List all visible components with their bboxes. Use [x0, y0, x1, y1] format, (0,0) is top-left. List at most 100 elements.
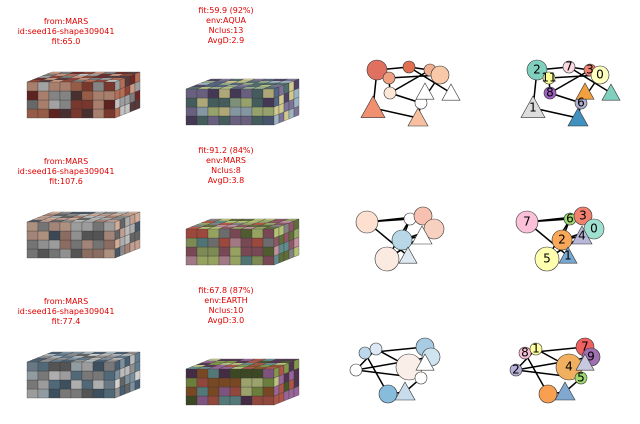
voxel-front [59, 388, 72, 399]
voxel-front [48, 221, 61, 232]
voxel-side [273, 366, 280, 379]
cluster-label: 1 [532, 342, 540, 356]
voxel-front [229, 237, 242, 248]
cluster-graph [360, 59, 461, 127]
graph-node [554, 381, 576, 401]
voxel-front [81, 361, 94, 372]
evolved-caption: Nclus:8 [211, 166, 241, 175]
voxel-front [37, 239, 50, 250]
voxel-front [251, 228, 264, 239]
voxel-front [229, 386, 242, 397]
voxel-front [240, 386, 253, 397]
voxel-front [103, 230, 116, 241]
voxel-shape [26, 71, 141, 119]
voxel-front [59, 370, 72, 381]
voxel-side [129, 213, 136, 226]
voxel-front [81, 81, 94, 92]
voxel-front [70, 230, 83, 241]
voxel-front [185, 237, 198, 248]
graph-node [366, 59, 388, 81]
voxel-front [37, 388, 50, 399]
voxel-side [119, 357, 126, 370]
voxel-front [81, 248, 94, 259]
voxel-front [229, 368, 242, 379]
voxel-shape [185, 218, 300, 266]
voxel-front [207, 228, 220, 239]
voxel-front [218, 246, 231, 257]
voxel-front [81, 230, 94, 241]
voxel-front [26, 388, 39, 399]
voxel-front [26, 248, 39, 259]
voxel-front [262, 386, 275, 397]
voxel-front [207, 395, 220, 406]
voxel-front [240, 106, 253, 117]
voxel-front [92, 230, 105, 241]
source-caption: fit:65.0 [52, 37, 81, 46]
voxel-front [103, 108, 116, 119]
graph-node [369, 342, 383, 356]
graph-node [398, 246, 418, 264]
voxel-front [251, 368, 264, 379]
cluster-label: 11 [541, 71, 556, 85]
voxel-front [92, 239, 105, 250]
source-caption: fit:77.4 [52, 317, 81, 326]
voxel-front [26, 81, 39, 92]
voxel-front [92, 221, 105, 232]
graph-edge [408, 66, 452, 94]
graph-node [430, 65, 450, 85]
voxel-side [293, 218, 300, 231]
voxel-front [196, 368, 209, 379]
graph-node [414, 371, 428, 385]
voxel-front [207, 377, 220, 388]
voxel-front [26, 379, 39, 390]
graph-node [538, 384, 558, 404]
voxel-side [129, 73, 136, 86]
graph-node [526, 59, 548, 81]
voxel-front [70, 108, 83, 119]
voxel-shape [185, 78, 300, 126]
evolved-caption: AvgD:3.8 [208, 176, 244, 185]
voxel-front [37, 361, 50, 372]
source-caption: id:seed16-shape309041 [18, 307, 115, 316]
voxel-front [240, 97, 253, 108]
source-caption: id:seed16-shape309041 [18, 27, 115, 36]
voxel-front [103, 221, 116, 232]
voxel-front [207, 246, 220, 257]
voxel-front [92, 388, 105, 399]
voxel-front [70, 388, 83, 399]
voxel-front [262, 115, 275, 126]
voxel-front [48, 230, 61, 241]
voxel-front [229, 106, 242, 117]
cluster-label: 5 [543, 252, 551, 266]
cluster-label: 5 [577, 371, 585, 385]
cluster-label: 8 [546, 86, 554, 100]
voxel-front [196, 255, 209, 266]
voxel-front [262, 88, 275, 99]
voxel-front [196, 115, 209, 126]
voxel-front [48, 99, 61, 110]
voxel-front [218, 377, 231, 388]
voxel-front [185, 395, 198, 406]
voxel-front [251, 395, 264, 406]
voxel-front [26, 230, 39, 241]
voxel-front [37, 221, 50, 232]
cluster-graph: 7 6 30 25 41 [515, 206, 605, 272]
voxel-front [218, 255, 231, 266]
graph-node [360, 95, 386, 118]
graph-node [349, 363, 363, 377]
voxel-front [59, 108, 72, 119]
graph-node [411, 225, 433, 245]
voxel-front [92, 99, 105, 110]
cluster-label: 3 [586, 63, 594, 77]
voxel-front [240, 115, 253, 126]
voxel-front [103, 370, 116, 381]
voxel-side [288, 360, 295, 373]
voxel-front [218, 97, 231, 108]
graph-edge [549, 69, 591, 94]
voxel-front [26, 99, 39, 110]
graph-node [509, 363, 523, 377]
cluster-label: 0 [596, 68, 604, 82]
voxel-front [207, 368, 220, 379]
evolved-caption: env:MARS [206, 156, 246, 165]
